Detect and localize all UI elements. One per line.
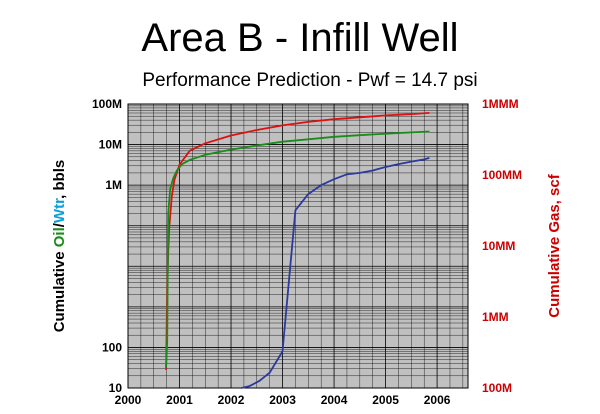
y-tick-label: 10	[109, 381, 123, 395]
x-tick-label: 2000	[115, 393, 142, 407]
grid-layer	[127, 104, 468, 389]
y-tick-label: 100M	[92, 97, 122, 111]
x-tick-label: 2003	[269, 393, 296, 407]
y2-tick-label: 10MM	[482, 239, 515, 253]
y-axis-label: Cumulative Oil/Wtr, bbls	[51, 160, 68, 333]
chart-title: Area B - Infill Well	[141, 16, 459, 60]
y-tick-label: 100	[102, 340, 122, 354]
y-tick-label: 1M	[105, 178, 122, 192]
x-tick-label: 2002	[218, 393, 245, 407]
y-axis-label-oil: Oil	[51, 227, 68, 247]
x-tick-label: 2005	[372, 393, 399, 407]
x-tick-label: 2004	[321, 393, 348, 407]
y2-tick-label: 1MM	[482, 310, 509, 324]
y-axis-label-water: Wtr	[51, 198, 68, 223]
y-tick-label: 10M	[99, 138, 122, 152]
series-layer	[165, 112, 430, 389]
chart-subtitle: Performance Prediction - Pwf = 14.7 psi	[142, 70, 478, 91]
x-tick-label: 2001	[166, 393, 193, 407]
y2-axis-label: Cumulative Gas, scf	[546, 173, 563, 317]
y2-tick-label: 100MM	[482, 168, 522, 182]
tick-layer: 10 100 1M 10M 100M 100M 1MM 10MM 100MM 1MMM 2000 20…	[92, 97, 522, 407]
y2-tick-label: 1MMM	[482, 97, 519, 111]
series-line-wtr	[241, 157, 430, 389]
y-axis-label-suffix: , bbls	[51, 160, 68, 199]
series-line-oil	[165, 130, 430, 368]
y-axis-label-slash: /	[51, 222, 68, 227]
x-tick-label: 2006	[424, 393, 451, 407]
series-line-gas	[165, 112, 430, 370]
y2-tick-label: 100M	[482, 381, 512, 395]
y-axis-label-prefix: Cumulative	[51, 247, 68, 332]
